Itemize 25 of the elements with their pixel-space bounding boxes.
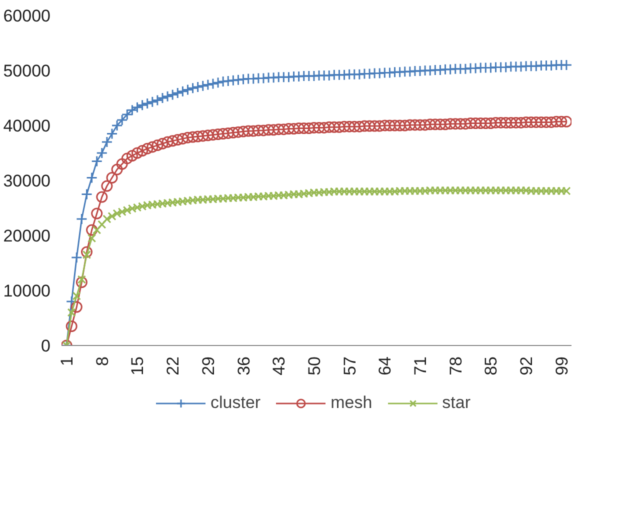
x-tick-label: 8	[92, 356, 112, 366]
x-tick-label: 85	[482, 356, 501, 376]
x-tick-label: 50	[304, 356, 324, 376]
x-tick-label: 43	[270, 356, 289, 376]
x-tick-label: 36	[234, 356, 254, 376]
y-tick-label: 20000	[3, 226, 51, 246]
x-tick-label: 22	[164, 356, 183, 376]
x-tick-label: 1	[58, 356, 77, 366]
y-tick-label: 40000	[3, 116, 51, 136]
x-tick-label: 92	[517, 356, 536, 376]
y-tick-label: 0	[41, 336, 51, 356]
legend-label: star	[442, 393, 470, 413]
y-tick-label: 50000	[3, 62, 51, 80]
x-tick-label: 29	[198, 356, 218, 376]
x-tick-label: 78	[446, 356, 466, 376]
x-tick-label: 64	[376, 356, 395, 376]
y-tick-label: 30000	[3, 172, 51, 190]
x-tick-label: 57	[340, 356, 360, 376]
y-tick-label: 10000	[3, 282, 51, 300]
legend-label: cluster	[210, 393, 261, 413]
x-tick-label: 99	[552, 356, 572, 376]
x-tick-label: 15	[128, 356, 148, 376]
y-tick-label: 60000	[3, 6, 51, 26]
x-tick-label: 71	[411, 356, 430, 376]
legend-label: mesh	[330, 393, 372, 413]
